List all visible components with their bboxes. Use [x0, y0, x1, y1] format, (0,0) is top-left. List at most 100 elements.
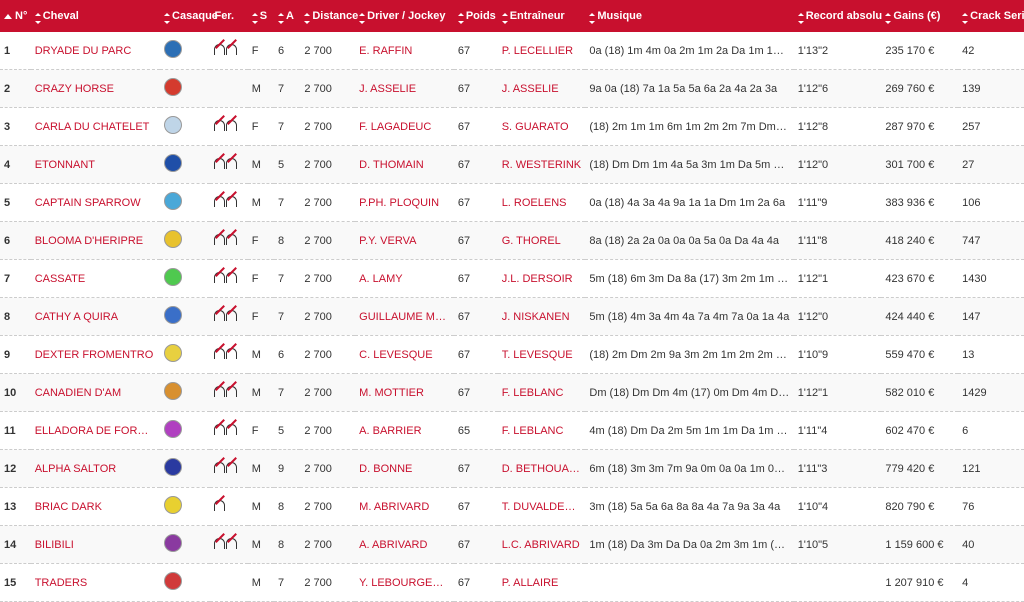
cell-gains: 779 420 € [881, 450, 958, 488]
cell-driver[interactable]: E. RAFFIN [355, 32, 454, 70]
cell-entraineur[interactable]: G. THOREL [498, 222, 586, 260]
cell-cheval[interactable]: ETONNANT [31, 146, 160, 184]
table-row[interactable]: 13BRIAC DARKM82 700M. ABRIVARD67T. DUVAL… [0, 488, 1024, 526]
cell-driver[interactable]: M. ABRIVARD [355, 488, 454, 526]
table-row[interactable]: 12ALPHA SALTORM92 700D. BONNE67D. BETHOU… [0, 450, 1024, 488]
cell-cheval[interactable]: CASSATE [31, 260, 160, 298]
sort-icon [359, 8, 365, 24]
table-row[interactable]: 9DEXTER FROMENTROM62 700C. LEVESQUE67T. … [0, 336, 1024, 374]
cell-cheval[interactable]: CAPTAIN SPARROW [31, 184, 160, 222]
cell-gains: 559 470 € [881, 336, 958, 374]
cell-crack: 1430 [958, 260, 1024, 298]
cell-driver[interactable]: A. LAMY [355, 260, 454, 298]
table-row[interactable]: 2CRAZY HORSEM72 700J. ASSELIE67J. ASSELI… [0, 70, 1024, 108]
cell-cheval[interactable]: CRAZY HORSE [31, 70, 160, 108]
cell-cheval[interactable]: ALPHA SALTOR [31, 450, 160, 488]
cell-fer [210, 108, 247, 146]
table-row[interactable]: 7CASSATEF72 700A. LAMY67J.L. DERSOIR5m (… [0, 260, 1024, 298]
casaque-icon [164, 116, 182, 134]
table-row[interactable]: 3CARLA DU CHATELETF72 700F. LAGADEUC67S.… [0, 108, 1024, 146]
cell-entraineur[interactable]: F. LEBLANC [498, 412, 586, 450]
casaque-icon [164, 40, 182, 58]
cell-s: M [248, 564, 274, 602]
col-musique[interactable]: Musique [585, 0, 793, 32]
table-row[interactable]: 14BILIBILIM82 700A. ABRIVARD67L.C. ABRIV… [0, 526, 1024, 564]
cell-casaque [160, 260, 210, 298]
cell-entraineur[interactable]: D. BETHOUART [498, 450, 586, 488]
cell-cheval[interactable]: CANADIEN D'AM [31, 374, 160, 412]
cell-musique: (18) Dm Dm 1m 4a 5a 3m 1m Da 5m 1m 8a [585, 146, 793, 184]
table-row[interactable]: 10CANADIEN D'AMM72 700M. MOTTIER67F. LEB… [0, 374, 1024, 412]
cell-poids: 67 [454, 564, 498, 602]
col-entraineur[interactable]: Entraîneur [498, 0, 586, 32]
cell-entraineur[interactable]: T. LEVESQUE [498, 336, 586, 374]
cell-entraineur[interactable]: J. ASSELIE [498, 70, 586, 108]
col-driver[interactable]: Driver / Jockey [355, 0, 454, 32]
cell-driver[interactable]: GUILLAUME MARTIN [355, 298, 454, 336]
table-row[interactable]: 5CAPTAIN SPARROWM72 700P.PH. PLOQUIN67L.… [0, 184, 1024, 222]
cell-driver[interactable]: A. BARRIER [355, 412, 454, 450]
cell-num: 4 [0, 146, 31, 184]
cell-cheval[interactable]: TRADERS [31, 564, 160, 602]
cell-casaque [160, 298, 210, 336]
cell-cheval[interactable]: CARLA DU CHATELET [31, 108, 160, 146]
cell-entraineur[interactable]: P. LECELLIER [498, 32, 586, 70]
cell-cheval[interactable]: DEXTER FROMENTRO [31, 336, 160, 374]
col-gains[interactable]: Gains (€) [881, 0, 958, 32]
sort-icon [962, 8, 968, 24]
cell-distance: 2 700 [300, 32, 355, 70]
cell-gains: 582 010 € [881, 374, 958, 412]
cell-cheval[interactable]: CATHY A QUIRA [31, 298, 160, 336]
cell-entraineur[interactable]: J.L. DERSOIR [498, 260, 586, 298]
cell-cheval[interactable]: BRIAC DARK [31, 488, 160, 526]
col-crack[interactable]: Crack Series [958, 0, 1024, 32]
col-poids[interactable]: Poids [454, 0, 498, 32]
cell-entraineur[interactable]: S. GUARATO [498, 108, 586, 146]
table-row[interactable]: 6BLOOMA D'HERIPREF82 700P.Y. VERVA67G. T… [0, 222, 1024, 260]
col-record[interactable]: Record absolu [794, 0, 882, 32]
cell-cheval[interactable]: BLOOMA D'HERIPRE [31, 222, 160, 260]
cell-driver[interactable]: D. BONNE [355, 450, 454, 488]
col-distance[interactable]: Distance [300, 0, 355, 32]
col-cheval[interactable]: Cheval [31, 0, 160, 32]
col-a[interactable]: A [274, 0, 300, 32]
table-row[interactable]: 8CATHY A QUIRAF72 700GUILLAUME MARTIN67J… [0, 298, 1024, 336]
col-num[interactable]: N° [0, 0, 31, 32]
cell-entraineur[interactable]: P. ALLAIRE [498, 564, 586, 602]
cell-driver[interactable]: F. LAGADEUC [355, 108, 454, 146]
cell-entraineur[interactable]: T. DUVALDESTIN [498, 488, 586, 526]
cell-driver[interactable]: P.Y. VERVA [355, 222, 454, 260]
cell-entraineur[interactable]: L.C. ABRIVARD [498, 526, 586, 564]
cell-s: M [248, 374, 274, 412]
cell-crack: 13 [958, 336, 1024, 374]
table-row[interactable]: 11ELLADORA DE FORGANF52 700A. BARRIER65F… [0, 412, 1024, 450]
race-table: N° Cheval Casaque Fer. S A Distance Driv… [0, 0, 1024, 602]
col-s[interactable]: S [248, 0, 274, 32]
cell-fer [210, 222, 247, 260]
cell-entraineur[interactable]: R. WESTERINK [498, 146, 586, 184]
cell-entraineur[interactable]: F. LEBLANC [498, 374, 586, 412]
table-row[interactable]: 1DRYADE DU PARCF62 700E. RAFFIN67P. LECE… [0, 32, 1024, 70]
cell-num: 12 [0, 450, 31, 488]
cell-driver[interactable]: Y. LEBOURGEOIS [355, 564, 454, 602]
cell-driver[interactable]: C. LEVESQUE [355, 336, 454, 374]
cell-driver[interactable]: D. THOMAIN [355, 146, 454, 184]
cell-distance: 2 700 [300, 108, 355, 146]
cell-cheval[interactable]: BILIBILI [31, 526, 160, 564]
cell-fer [210, 336, 247, 374]
cell-fer [210, 450, 247, 488]
cell-cheval[interactable]: ELLADORA DE FORGAN [31, 412, 160, 450]
cell-entraineur[interactable]: L. ROELENS [498, 184, 586, 222]
cell-driver[interactable]: P.PH. PLOQUIN [355, 184, 454, 222]
cell-driver[interactable]: A. ABRIVARD [355, 526, 454, 564]
col-casaque[interactable]: Casaque [160, 0, 210, 32]
table-row[interactable]: 15TRADERSM72 700Y. LEBOURGEOIS67P. ALLAI… [0, 564, 1024, 602]
cell-record: 1'11"4 [794, 412, 882, 450]
cell-cheval[interactable]: DRYADE DU PARC [31, 32, 160, 70]
cell-entraineur[interactable]: J. NISKANEN [498, 298, 586, 336]
col-fer[interactable]: Fer. [210, 0, 247, 32]
cell-driver[interactable]: M. MOTTIER [355, 374, 454, 412]
table-row[interactable]: 4ETONNANTM52 700D. THOMAIN67R. WESTERINK… [0, 146, 1024, 184]
cell-distance: 2 700 [300, 184, 355, 222]
cell-driver[interactable]: J. ASSELIE [355, 70, 454, 108]
